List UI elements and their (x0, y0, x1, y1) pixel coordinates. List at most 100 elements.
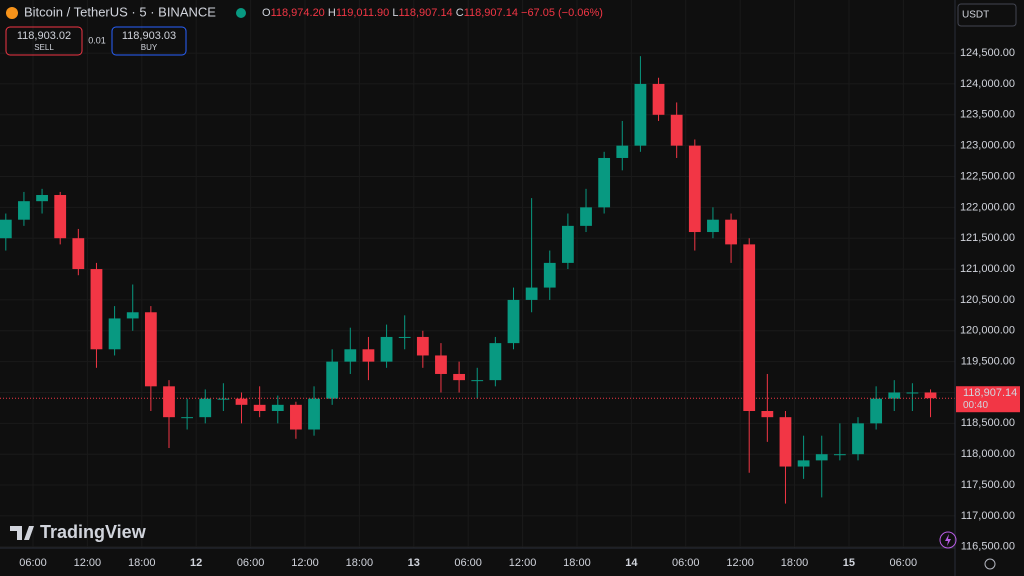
y-tick-label: 124,000.00 (960, 78, 1015, 90)
candle-body (362, 349, 375, 362)
candle-body (18, 201, 30, 220)
candle-body (380, 336, 393, 362)
candle-body (797, 460, 810, 467)
candle-body (163, 386, 175, 418)
x-tick-label: 06:00 (19, 557, 47, 569)
candle-body (144, 312, 157, 387)
price-label: 118,907.14 (963, 387, 1017, 399)
candle-body (199, 398, 212, 418)
y-tick-label: 117,500.00 (961, 479, 1015, 491)
candle-body (906, 392, 919, 394)
candle-body (543, 262, 556, 288)
ohlc-key: L (392, 7, 398, 19)
candle-body (580, 207, 592, 226)
candle-body (344, 349, 357, 362)
x-tick-label: 06:00 (454, 557, 482, 569)
y-tick-label: 123,500.00 (960, 109, 1015, 121)
countdown: 00:40 (963, 400, 988, 411)
logo-mark (10, 526, 34, 540)
candle-body (290, 404, 302, 430)
candle-body (598, 157, 611, 208)
y-tick-label: 118,000.00 (961, 448, 1015, 460)
candle-body (616, 145, 629, 158)
candle-body (90, 269, 103, 350)
grid (0, 0, 955, 548)
candle-body (36, 195, 48, 202)
candle-body (253, 404, 266, 411)
candle-body (688, 145, 701, 233)
x-tick-label: 18:00 (128, 557, 156, 569)
candle-body (634, 83, 647, 146)
y-tick-label: 122,000.00 (960, 201, 1015, 213)
candle-body (326, 361, 339, 399)
candle-body (416, 336, 429, 356)
price-label-box (956, 386, 1020, 413)
settings-button[interactable] (984, 558, 996, 570)
candle-body (54, 195, 67, 239)
lightning-button[interactable] (939, 531, 957, 549)
x-tick-label: 06:00 (237, 557, 265, 569)
x-tick-label: 06:00 (890, 557, 918, 569)
lightning-icon (945, 534, 951, 546)
ohlc-key: C (456, 7, 464, 19)
ohlc-values: O118,974.20 H119,011.90 L118,907.14 C118… (262, 7, 603, 19)
candle-body (435, 355, 447, 374)
market-status[interactable] (236, 8, 246, 18)
candle-body (870, 398, 883, 424)
x-tick-label: 13 (408, 557, 420, 569)
x-tick-label: 18:00 (346, 557, 374, 569)
x-tick-label: 12:00 (291, 557, 319, 569)
x-tick-label: 15 (843, 557, 855, 569)
x-tick-label: 12 (190, 557, 202, 569)
candle-body (0, 219, 12, 239)
y-tick-label: 119,500.00 (961, 356, 1015, 368)
logo-text: TradingView (40, 522, 147, 542)
y-tick-label: 121,500.00 (960, 232, 1015, 244)
y-tick-label: 120,500.00 (960, 294, 1015, 306)
candle-body (725, 219, 737, 245)
candle-body (561, 225, 574, 263)
sell-button[interactable] (5, 26, 83, 56)
currency-button[interactable] (957, 3, 1017, 27)
candle-body (453, 373, 465, 381)
buy-label: BUY (141, 43, 158, 52)
candle-body (779, 417, 792, 467)
ohlc-value: 118,907.14 (464, 7, 518, 19)
ohlc-value: 118,974.20 (271, 7, 325, 19)
candle-body (652, 83, 665, 115)
y-tick-label: 123,000.00 (960, 140, 1015, 152)
symbol-title[interactable]: Bitcoin / TetherUS · 5 · BINANCE (24, 4, 216, 19)
buy-button[interactable] (111, 26, 187, 56)
candle-body (852, 423, 864, 455)
candle-body (126, 312, 139, 319)
candle-body (743, 244, 756, 411)
x-tick-label: 18:00 (781, 557, 809, 569)
candle-body (833, 454, 846, 456)
y-tick-label: 117,000.00 (961, 510, 1015, 522)
candle-body (271, 404, 284, 411)
candle-body (525, 287, 538, 300)
y-tick-label: 122,500.00 (960, 170, 1015, 182)
candle-body (72, 238, 85, 270)
x-tick-label: 12:00 (726, 557, 754, 569)
y-tick-label: 118,500.00 (961, 417, 1015, 429)
candle-body (924, 392, 937, 399)
buy-price: 118,903.03 (122, 30, 176, 42)
ohlc-value: 118,907.14 (398, 7, 452, 19)
candle-body (670, 114, 683, 146)
candle-body (181, 417, 194, 419)
symbol-icon[interactable] (6, 7, 18, 19)
candle-body (235, 398, 248, 405)
candle-body (398, 336, 411, 338)
y-tick-label: 124,500.00 (960, 47, 1015, 59)
candles (0, 56, 937, 504)
candle-body (815, 454, 828, 461)
ohlc-value: 119,011.90 (336, 7, 389, 19)
x-tick-label: 18:00 (563, 557, 591, 569)
x-tick-label: 12:00 (74, 557, 102, 569)
ohlc-key: O (262, 7, 271, 19)
change: −67.05 (−0.06%) (521, 7, 603, 19)
spread: 0.01 (88, 35, 106, 45)
